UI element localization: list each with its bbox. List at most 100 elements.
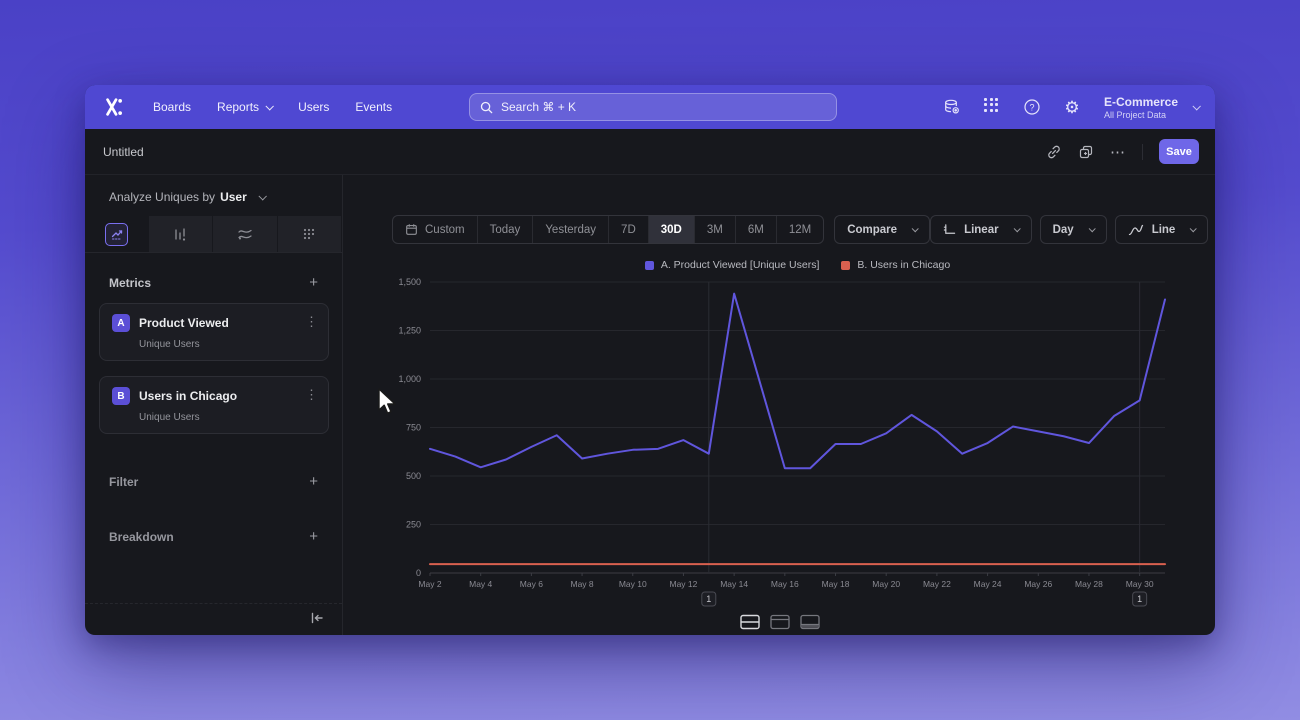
divider <box>1142 143 1143 160</box>
chart-panel: Custom Today Yesterday 7D 30D 3M 6M 12M … <box>343 175 1215 635</box>
svg-text:May 6: May 6 <box>520 579 543 589</box>
report-title[interactable]: Untitled <box>103 144 144 159</box>
range-3m[interactable]: 3M <box>695 216 736 243</box>
layout-toggles <box>740 614 821 630</box>
chevron-down-icon <box>1192 102 1201 111</box>
metric-badge-b: B <box>112 387 130 405</box>
mixpanel-logo-icon[interactable] <box>103 96 125 118</box>
gear-icon[interactable]: ⚙ <box>1064 97 1080 117</box>
grid-dots-icon <box>304 228 315 240</box>
metric-card-b[interactable]: B Users in Chicago Unique Users ⋮ <box>99 376 329 434</box>
apps-grid-icon[interactable] <box>982 97 1002 117</box>
svg-text:1,500: 1,500 <box>398 277 421 287</box>
svg-text:May 18: May 18 <box>822 579 850 589</box>
add-filter-button[interactable]: + <box>309 473 318 490</box>
more-icon[interactable]: ⋯ <box>1110 143 1126 161</box>
metric-badge-a: A <box>112 314 130 332</box>
svg-text:May 10: May 10 <box>619 579 647 589</box>
chart-style-button[interactable]: Line <box>1114 215 1209 244</box>
svg-text:?: ? <box>1029 102 1034 112</box>
compare-button[interactable]: Compare <box>834 215 931 244</box>
range-yesterday[interactable]: Yesterday <box>533 216 610 243</box>
add-breakdown-button[interactable]: + <box>309 528 318 545</box>
analyze-label: Analyze Uniques by <box>109 190 216 204</box>
svg-text:May 2: May 2 <box>418 579 441 589</box>
line-chart[interactable]: 0 250 500 750 1,000 1,250 1,500 1 1 May 2 May 4 May… <box>343 175 1215 635</box>
data-settings-icon[interactable] <box>942 97 962 117</box>
line-chart-icon <box>105 222 129 246</box>
metric-more-icon[interactable]: ⋮ <box>305 387 318 402</box>
legend-item-b[interactable]: B. Users in Chicago <box>841 259 950 271</box>
legend-item-a[interactable]: A. Product Viewed [Unique Users] <box>644 259 819 271</box>
range-7d[interactable]: 7D <box>609 216 649 243</box>
range-today[interactable]: Today <box>478 216 534 243</box>
svg-text:1,000: 1,000 <box>398 374 421 384</box>
metric-subtitle[interactable]: Unique Users <box>139 412 200 423</box>
tab-bar-chart[interactable] <box>148 216 213 252</box>
metric-card-a[interactable]: A Product Viewed Unique Users ⋮ <box>99 303 329 361</box>
svg-text:1: 1 <box>1137 594 1142 604</box>
search-input[interactable]: Search ⌘ + K <box>469 93 837 121</box>
duplicate-icon[interactable] <box>1078 144 1094 160</box>
metric-more-icon[interactable]: ⋮ <box>305 314 318 329</box>
tab-flows[interactable] <box>213 216 278 252</box>
svg-text:May 22: May 22 <box>923 579 951 589</box>
svg-text:1: 1 <box>706 594 711 604</box>
interval-button[interactable]: Day <box>1039 215 1107 244</box>
project-subtitle: All Project Data <box>1103 109 1166 120</box>
add-metric-button[interactable]: + <box>309 274 318 291</box>
svg-text:May 30: May 30 <box>1126 579 1154 589</box>
app-window: Boards Reports Users Events Search ⌘ + K <box>85 85 1215 635</box>
analyze-value: User <box>220 190 247 204</box>
filter-section-label: Filter <box>109 474 139 489</box>
table-bottom-view-icon[interactable] <box>800 614 821 630</box>
search-icon <box>480 101 493 114</box>
link-icon[interactable] <box>1046 144 1062 160</box>
scale-button[interactable]: Linear <box>930 215 1032 244</box>
nav-menu: Boards Reports Users Events <box>153 100 392 114</box>
metrics-section-label: Metrics <box>109 275 152 290</box>
svg-text:May 24: May 24 <box>974 579 1002 589</box>
svg-text:0: 0 <box>416 568 421 578</box>
range-6m[interactable]: 6M <box>736 216 777 243</box>
project-switcher[interactable]: E-Commerce All Project Data <box>1103 94 1201 120</box>
svg-text:May 26: May 26 <box>1024 579 1052 589</box>
svg-text:May 14: May 14 <box>720 579 748 589</box>
svg-text:May 12: May 12 <box>670 579 698 589</box>
date-range-segmented-control: Custom Today Yesterday 7D 30D 3M 6M 12M <box>392 215 825 244</box>
query-sidebar: Analyze Uniques by User <box>85 175 343 635</box>
range-12m[interactable]: 12M <box>788 223 812 236</box>
metric-title: Users in Chicago <box>139 389 238 403</box>
save-button[interactable]: Save <box>1159 139 1199 164</box>
breakdown-section-label: Breakdown <box>109 529 174 544</box>
tab-retention-grid[interactable] <box>277 216 342 252</box>
chart-legend: A. Product Viewed [Unique Users] B. User… <box>430 259 1165 271</box>
analyze-uniques-control[interactable]: Analyze Uniques by User <box>85 175 342 216</box>
flows-icon <box>238 229 252 240</box>
nav-item-events[interactable]: Events <box>355 100 393 114</box>
chevron-down-icon <box>265 102 275 111</box>
svg-text:750: 750 <box>406 423 421 433</box>
nav-item-boards[interactable]: Boards <box>153 100 192 114</box>
svg-text:May 28: May 28 <box>1075 579 1103 589</box>
chart-type-tabs <box>85 216 342 253</box>
range-30d[interactable]: 30D <box>648 216 695 243</box>
table-top-view-icon[interactable] <box>770 614 791 630</box>
svg-text:May 4: May 4 <box>469 579 492 589</box>
help-icon[interactable]: ? <box>1022 97 1042 117</box>
legend-swatch-b <box>841 260 851 270</box>
range-custom[interactable]: Custom <box>393 216 478 243</box>
project-name: E-Commerce <box>1103 94 1178 109</box>
calendar-icon <box>406 224 417 235</box>
nav-item-reports[interactable]: Reports <box>217 100 275 114</box>
tab-insights-line[interactable] <box>85 216 149 252</box>
chart-over-table-view-icon[interactable] <box>740 614 761 630</box>
legend-swatch-a <box>644 260 654 270</box>
svg-text:500: 500 <box>406 471 421 481</box>
svg-text:May 8: May 8 <box>570 579 593 589</box>
collapse-sidebar-icon[interactable] <box>310 612 324 627</box>
metric-title: Product Viewed <box>139 316 229 330</box>
svg-text:May 20: May 20 <box>872 579 900 589</box>
nav-item-users[interactable]: Users <box>298 100 330 114</box>
metric-subtitle[interactable]: Unique Users <box>139 339 200 350</box>
